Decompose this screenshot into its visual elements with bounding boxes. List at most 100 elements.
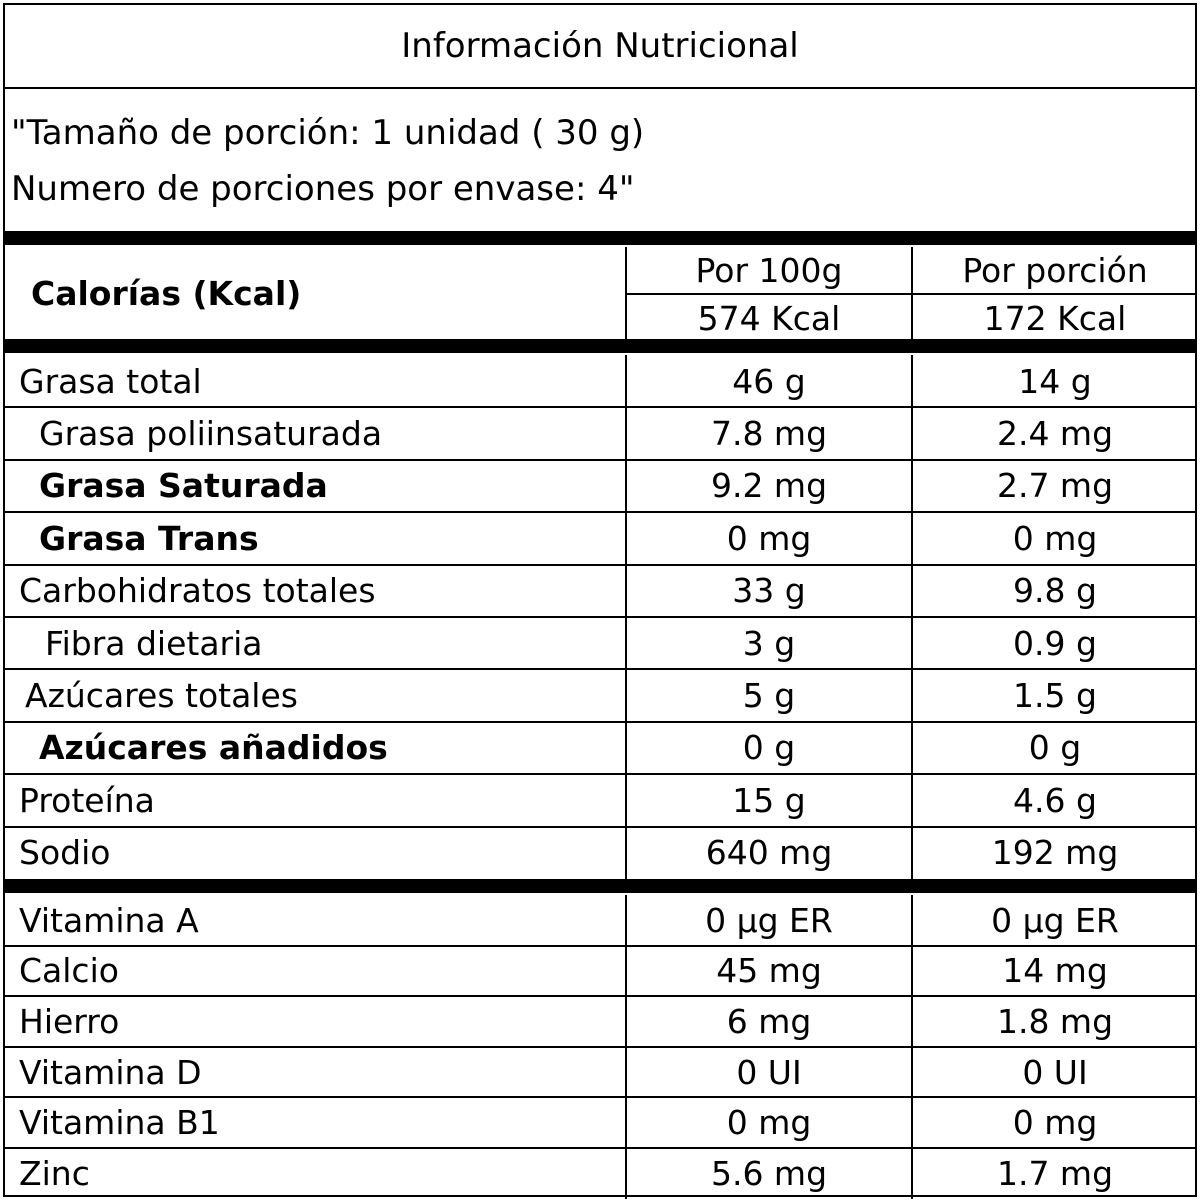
per100-value: 0 µg ER <box>705 900 833 940</box>
per100-value: 45 mg <box>716 951 822 991</box>
per100-value: 5 g <box>742 676 796 716</box>
table-row: Azúcares añadidos 0 g 0 g <box>5 721 1195 776</box>
perserving-value: 2.7 mg <box>996 466 1114 506</box>
per100-value: 0 mg <box>726 518 812 558</box>
perserving-value: 0.9 g <box>1013 623 1097 663</box>
thick-divider <box>5 339 1195 353</box>
per100-value: 640 mg <box>705 833 833 873</box>
nutrient-name: Hierro <box>19 1001 120 1041</box>
nutrient-name: Fibra dietaria <box>45 623 263 663</box>
per100-value: 0 mg <box>726 1103 812 1143</box>
row-divider <box>5 773 1195 776</box>
column-divider <box>911 996 913 1047</box>
row-divider <box>5 1146 1195 1149</box>
column-divider <box>911 512 913 565</box>
nutrient-name: Vitamina D <box>19 1052 202 1092</box>
table-row: Grasa Trans 0 mg 0 mg <box>5 512 1195 566</box>
perserving-value: 1.7 mg <box>996 1153 1114 1193</box>
column-divider <box>911 1148 913 1199</box>
table-row: Vitamina B1 0 mg 0 mg <box>5 1097 1195 1149</box>
serving-info: "Tamaño de porción: 1 unidad ( 30 g) Num… <box>5 89 1195 231</box>
per100-value: 15 g <box>732 780 806 820</box>
column-divider <box>625 669 627 722</box>
perserving-value: 4.6 g <box>1013 780 1097 820</box>
nutrient-name: Vitamina B1 <box>19 1103 220 1143</box>
per100-calories: 574 Kcal <box>697 298 841 338</box>
column-divider <box>911 1097 913 1148</box>
perserving-value: 14 g <box>1018 361 1092 401</box>
column-divider <box>625 617 627 670</box>
column-divider <box>911 1046 913 1098</box>
row-divider <box>5 995 1195 998</box>
perserving-value: 14 mg <box>1002 951 1108 991</box>
row-divider <box>5 615 1195 618</box>
thick-divider <box>5 231 1195 245</box>
column-divider <box>911 355 913 408</box>
column-divider <box>625 996 627 1047</box>
row-divider <box>5 1045 1195 1048</box>
nutrient-name: Azúcares totales <box>25 676 298 716</box>
perserving-value: 1.8 mg <box>996 1001 1114 1041</box>
table-row: Calcio 45 mg 14 mg <box>5 945 1195 998</box>
per100-value: 6 mg <box>726 1001 812 1041</box>
nutrient-name: Proteína <box>19 780 155 820</box>
row-divider <box>5 406 1195 409</box>
per100-value: 7.8 mg <box>710 414 828 454</box>
column-divider <box>911 617 913 670</box>
column-divider <box>625 945 627 997</box>
perserving-calories: 172 Kcal <box>983 298 1127 338</box>
nutrition-facts-label: Información Nutricional "Tamaño de porci… <box>3 3 1197 1199</box>
column-divider <box>911 669 913 722</box>
perserving-value: 0 µg ER <box>991 900 1119 940</box>
column-divider <box>625 895 627 946</box>
perserving-value: 2.4 mg <box>996 414 1114 454</box>
perserving-value: 9.8 g <box>1013 571 1097 611</box>
per100-value: 0 UI <box>736 1052 802 1092</box>
row-divider <box>5 825 1195 828</box>
perserving-value: 0 mg <box>1012 518 1098 558</box>
perserving-value: 0 mg <box>1012 1103 1098 1143</box>
nutrient-name: Vitamina A <box>19 900 199 940</box>
perserving-value: 192 mg <box>991 833 1119 873</box>
servings-per-container: Numero de porciones por envase: 4" <box>11 169 635 209</box>
column-divider <box>625 512 627 565</box>
table-row: Azúcares totales 5 g 1.5 g <box>5 669 1195 723</box>
perserving-value: 0 g <box>1028 728 1082 768</box>
column-divider <box>625 774 627 827</box>
column-divider <box>911 721 913 775</box>
column-divider <box>625 721 627 775</box>
row-divider <box>5 511 1195 514</box>
nutrient-name: Grasa total <box>19 361 202 401</box>
row-divider <box>5 944 1195 947</box>
perserving-header: Por porción <box>962 250 1148 290</box>
column-divider <box>911 826 913 879</box>
table-row: Grasa Saturada 9.2 mg 2.7 mg <box>5 459 1195 514</box>
per100-value: 9.2 mg <box>710 466 828 506</box>
column-divider <box>911 459 913 513</box>
table-row: Proteína 15 g 4.6 g <box>5 774 1195 828</box>
column-divider <box>625 564 627 617</box>
column-divider <box>911 564 913 617</box>
header-divider <box>625 293 1195 295</box>
column-divider <box>625 459 627 513</box>
column-divider <box>911 945 913 997</box>
nutrient-name: Carbohidratos totales <box>19 571 376 611</box>
column-divider <box>911 407 913 460</box>
table-row: Grasa total 46 g 14 g <box>5 355 1195 409</box>
row-divider <box>5 668 1195 671</box>
column-divider <box>625 1046 627 1098</box>
serving-size: "Tamaño de porción: 1 unidad ( 30 g) <box>11 113 645 153</box>
per100-value: 0 g <box>742 728 796 768</box>
column-divider <box>911 774 913 827</box>
calories-row: Calorías (Kcal) Por 100g Por porción 574… <box>5 247 1195 339</box>
label-title: Información Nutricional <box>5 5 1195 89</box>
nutrient-name: Grasa poliinsaturada <box>39 414 383 454</box>
row-divider <box>5 458 1195 461</box>
table-row: Sodio 640 mg 192 mg <box>5 826 1195 879</box>
table-row: Vitamina D 0 UI 0 UI <box>5 1046 1195 1099</box>
per100-value: 33 g <box>732 571 806 611</box>
table-row: Zinc 5.6 mg 1.7 mg <box>5 1148 1195 1199</box>
nutrient-name: Sodio <box>19 833 111 873</box>
table-row: Fibra dietaria 3 g 0.9 g <box>5 617 1195 671</box>
table-row: Vitamina A 0 µg ER 0 µg ER <box>5 895 1195 947</box>
